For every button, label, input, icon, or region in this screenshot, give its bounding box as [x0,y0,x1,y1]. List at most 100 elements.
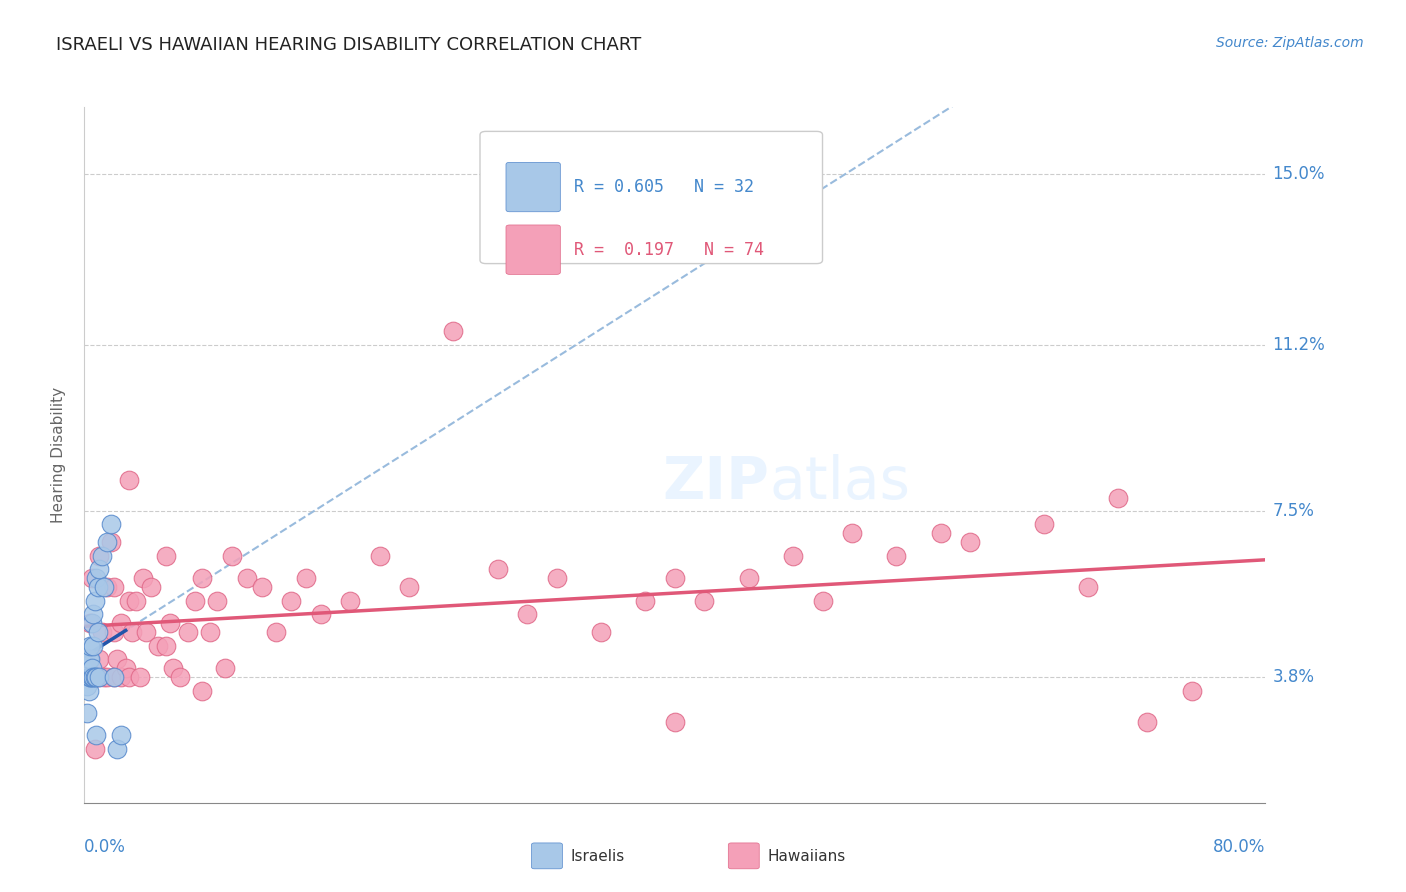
Point [250,580,273,594]
Point [79,652,101,666]
Point [77,670,100,684]
Point [841,526,863,541]
Point [184,594,207,608]
Point [103,625,125,640]
Point [86,580,108,594]
Point [91,625,114,640]
Point [135,625,157,640]
Point [87,562,111,576]
Point [125,594,148,608]
Point [83,670,105,684]
Point [1180,683,1202,698]
Point [929,526,952,541]
Point [93,580,115,594]
Point [103,580,125,594]
Point [80,661,103,675]
Point [782,549,804,563]
Point [91,549,114,563]
Point [738,571,761,585]
Point [811,594,834,608]
Point [129,670,152,684]
Point [398,580,420,594]
Y-axis label: Hearing Disability: Hearing Disability [51,387,66,523]
Point [121,625,143,640]
Point [84,670,107,684]
Point [280,594,302,608]
Point [86,625,108,640]
Point [84,670,107,684]
Point [235,571,259,585]
Point [103,670,125,684]
Text: Hawaiians: Hawaiians [768,849,846,863]
Point [79,639,101,653]
Point [79,616,101,631]
Point [96,535,118,549]
Point [93,670,115,684]
Text: Source: ZipAtlas.com: Source: ZipAtlas.com [1216,36,1364,50]
Point [82,670,104,684]
Point [77,683,100,698]
Point [118,670,141,684]
FancyBboxPatch shape [506,162,561,211]
Point [441,325,464,339]
Point [205,594,228,608]
Point [486,562,509,576]
Point [80,616,103,631]
Point [100,535,122,549]
Point [1136,714,1159,729]
Point [86,670,108,684]
Point [191,683,214,698]
Text: 11.2%: 11.2% [1272,336,1326,354]
Point [1107,491,1129,505]
Point [155,549,177,563]
Point [309,607,332,622]
Point [82,607,104,622]
Point [110,729,132,743]
Point [664,571,686,585]
Point [155,639,177,653]
Point [80,670,103,684]
Text: atlas: atlas [769,454,910,511]
Point [198,625,221,640]
Point [96,670,118,684]
Point [100,517,122,532]
Point [169,670,191,684]
Point [221,549,243,563]
Text: 15.0%: 15.0% [1272,165,1324,184]
Point [516,607,538,622]
Point [110,670,132,684]
Point [114,661,136,675]
Text: 3.8%: 3.8% [1272,668,1315,686]
Point [118,594,141,608]
Point [105,742,128,756]
FancyBboxPatch shape [506,225,561,275]
Point [664,714,686,729]
Point [591,625,613,640]
Point [76,661,98,675]
Point [87,670,111,684]
Point [177,625,200,640]
Point [84,571,107,585]
FancyBboxPatch shape [479,131,823,263]
Point [82,670,104,684]
Point [87,652,111,666]
Text: 7.5%: 7.5% [1272,502,1315,520]
Point [264,625,288,640]
Point [132,571,155,585]
Point [546,571,568,585]
Point [103,670,125,684]
Point [79,670,101,684]
Point [1032,517,1054,532]
Point [162,661,184,675]
Point [83,742,105,756]
Point [80,571,103,585]
Point [148,639,170,653]
Point [159,616,181,631]
Text: 0.0%: 0.0% [84,838,127,856]
Point [959,535,981,549]
Point [84,729,107,743]
Point [139,580,162,594]
Point [76,706,98,720]
Text: ISRAELI VS HAWAIIAN HEARING DISABILITY CORRELATION CHART: ISRAELI VS HAWAIIAN HEARING DISABILITY C… [56,36,641,54]
Point [105,652,128,666]
